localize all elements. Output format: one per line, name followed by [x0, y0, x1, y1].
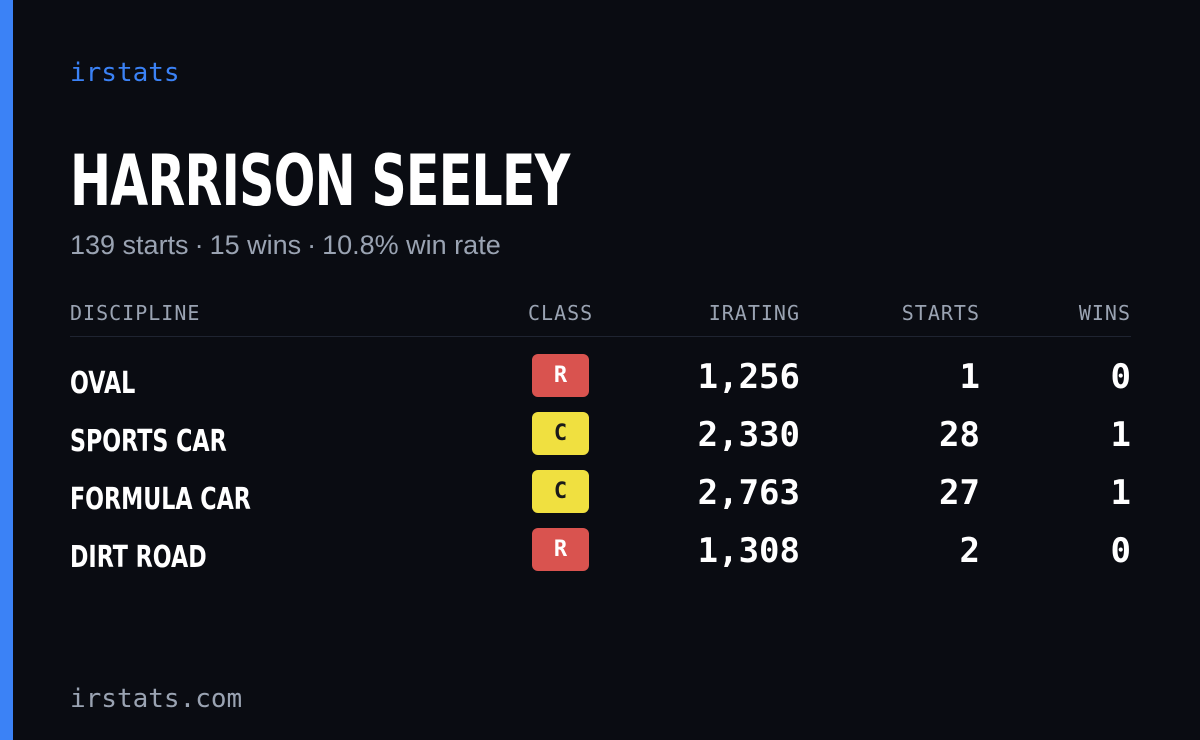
- driver-name: HARRISON SEELEY: [70, 140, 570, 222]
- starts-value: 1: [959, 357, 980, 397]
- header-starts: STARTS: [901, 301, 980, 325]
- wins-value: 1: [1110, 473, 1131, 513]
- irating-value: 2,330: [697, 415, 800, 455]
- header-class: CLASS: [528, 301, 594, 325]
- header-discipline: DISCIPLINE: [70, 301, 201, 325]
- separator: ·: [194, 230, 204, 260]
- wins-value: 1: [1110, 415, 1131, 455]
- accent-bar: [0, 0, 13, 740]
- table-row: FORMULA CAR C 2,763 27 1: [70, 470, 1131, 528]
- starts-value: 28: [939, 415, 980, 455]
- wins-summary: 15 wins: [209, 230, 302, 260]
- brand-logo: irstats: [70, 58, 180, 88]
- discipline-name: OVAL: [70, 366, 136, 401]
- irating-value: 1,308: [697, 531, 800, 571]
- table-row: DIRT ROAD R 1,308 2 0: [70, 528, 1131, 586]
- table-header: DISCIPLINE CLASS IRATING STARTS WINS: [70, 296, 1131, 337]
- separator: ·: [307, 230, 317, 260]
- header-irating: IRATING: [708, 301, 800, 325]
- class-badge: R: [532, 528, 589, 571]
- discipline-name: SPORTS CAR: [70, 424, 227, 459]
- starts-value: 2: [959, 531, 980, 571]
- class-badge: R: [532, 354, 589, 397]
- irating-value: 1,256: [697, 357, 800, 397]
- class-badge: C: [532, 470, 589, 513]
- wins-value: 0: [1110, 357, 1131, 397]
- starts-summary: 139 starts: [70, 230, 189, 260]
- header-wins: WINS: [1078, 301, 1131, 325]
- discipline-name: FORMULA CAR: [70, 482, 251, 517]
- footer-url: irstats.com: [70, 684, 243, 714]
- driver-summary: 139 starts · 15 wins · 10.8% win rate: [70, 229, 501, 261]
- discipline-name: DIRT ROAD: [70, 540, 207, 575]
- irating-value: 2,763: [697, 473, 800, 513]
- table-body: OVAL R 1,256 1 0 SPORTS CAR C 2,330 28 1…: [70, 337, 1131, 586]
- starts-value: 27: [939, 473, 980, 513]
- class-badge: C: [532, 412, 589, 455]
- table-row: OVAL R 1,256 1 0: [70, 354, 1131, 412]
- wins-value: 0: [1110, 531, 1131, 571]
- win-rate-summary: 10.8% win rate: [322, 230, 501, 260]
- discipline-table: DISCIPLINE CLASS IRATING STARTS WINS OVA…: [70, 296, 1131, 586]
- table-row: SPORTS CAR C 2,330 28 1: [70, 412, 1131, 470]
